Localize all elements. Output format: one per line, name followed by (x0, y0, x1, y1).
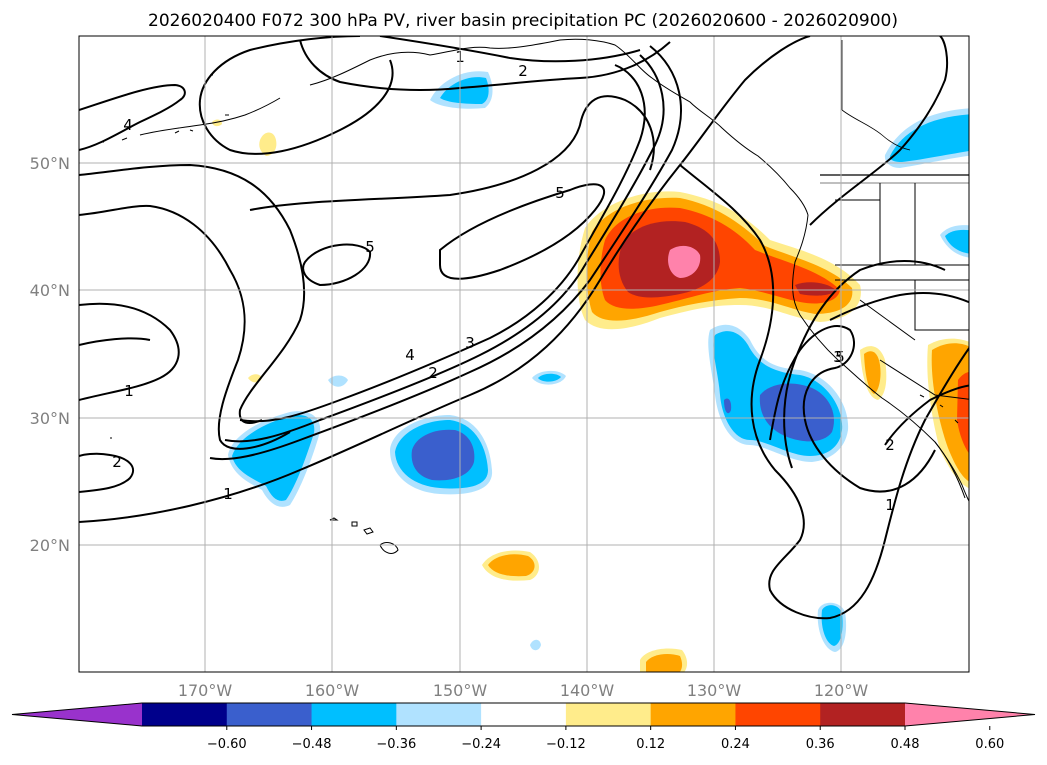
colorbar-swatch (311, 703, 397, 726)
pv-contour-3-jet (224, 54, 665, 443)
contour-label: 3 (833, 348, 843, 366)
colorbar-extend-low (12, 703, 142, 726)
lat-label: 20°N (30, 536, 70, 555)
pv-contour-2-north (199, 36, 641, 101)
lon-label: 150°W (433, 681, 488, 700)
precip-positive-aleutian (259, 132, 277, 156)
contour-label: 2 (885, 436, 895, 454)
lon-label: 170°W (178, 681, 233, 700)
colorbar: −0.60 −0.48 −0.36 −0.24 −0.12 0.12 0.24 0.36 0.4… (11, 702, 1036, 752)
lon-label: 140°W (560, 681, 615, 700)
colorbar-tick-label: 0.48 (891, 737, 920, 752)
pv-contour-1-east (679, 36, 811, 166)
pv-contour-5-loop (439, 183, 606, 280)
precip-positive-peak (668, 245, 701, 278)
map-area: 1 2 4 5 1 2 5 5 4 3 2 1 1 2 3 (79, 36, 969, 672)
lon-label: 120°W (814, 681, 869, 700)
precip-positive-south-2 (646, 654, 683, 672)
colorbar-tick-label: 0.24 (721, 737, 750, 752)
pv-contour-4-jet (239, 64, 646, 423)
precip-negative-east-4 (724, 398, 732, 414)
pv-contour-2-jet (209, 45, 682, 461)
lat-label: 50°N (30, 154, 70, 173)
precip-positive-california-3 (957, 371, 969, 454)
pv-contour-4-trough (79, 163, 306, 424)
precip-negative-interior-2 (945, 229, 969, 254)
contour-label: 2 (428, 364, 438, 382)
colorbar-tick-label: 0.60 (975, 737, 1004, 752)
contour-label: 2 (518, 62, 528, 80)
contour-label: 5 (365, 238, 375, 256)
colorbar-tick-label: 0.12 (636, 737, 665, 752)
colorbar-swatch (650, 703, 736, 726)
map-frame (78, 35, 970, 673)
pv-contour-1-far-east (829, 292, 969, 321)
precip-positive-sierra-2 (864, 351, 881, 394)
pv-contour-1-east-long (679, 164, 969, 620)
colorbar-tick-label: −0.12 (546, 737, 586, 752)
colorbar-tick-label: −0.48 (292, 737, 332, 752)
precip-negative-west-2 (232, 414, 315, 501)
pv-contours (79, 36, 969, 620)
lat-label: 40°N (30, 281, 70, 300)
contour-label: 1 (223, 485, 233, 503)
colorbar-swatch (820, 703, 906, 726)
gridlines (79, 36, 969, 672)
latitude-labels: 50°N 40°N 30°N 20°N (30, 154, 70, 555)
pv-contour-4-nw (79, 83, 186, 151)
precip-negative-central-3 (411, 429, 475, 481)
precip-negative-small-4 (530, 639, 541, 651)
pv-contour-5-main (79, 204, 291, 450)
pv-contour-2-south (79, 452, 135, 493)
lon-label: 160°W (305, 681, 360, 700)
contour-label: 1 (124, 382, 134, 400)
colorbar-extend-high (905, 703, 1035, 726)
colorbar-tick-label: −0.36 (376, 737, 416, 752)
contour-label: 5 (555, 184, 565, 202)
precip-negative-small-2 (328, 375, 348, 387)
colorbar-tick-label: −0.24 (461, 737, 501, 752)
precip-positive-coast (795, 282, 836, 296)
pv-contour-1-west (79, 302, 180, 401)
colorbar-swatch (481, 703, 567, 726)
colorbar-swatch (226, 703, 313, 726)
contour-label: 3 (465, 334, 475, 352)
coastlines (100, 38, 969, 503)
contour-label: 1 (885, 496, 895, 514)
colorbar-tick-label: 0.36 (806, 737, 835, 752)
pv-contour-4-loop (249, 95, 655, 211)
pv-contour-1-south (79, 164, 681, 523)
pv-contour-2-north-loop (198, 59, 394, 155)
colorbar-swatch (396, 703, 482, 726)
colorbar-swatch (142, 703, 228, 726)
lon-label: 130°W (687, 681, 742, 700)
colorbar-tick-label: −0.60 (207, 737, 247, 752)
pv-contour-5-west (302, 243, 372, 287)
contour-label: 2 (112, 453, 122, 471)
pv-contour-2-east (783, 260, 946, 469)
precip-positive-california-2 (931, 343, 969, 482)
colorbar-outline (11, 702, 1036, 727)
precip-negative-small-1b (538, 373, 561, 382)
pv-contour-1-west-2 (79, 337, 151, 346)
contour-label: 4 (405, 346, 415, 364)
lat-label: 30°N (30, 409, 70, 428)
precip-negative-gulf-alaska-2 (440, 77, 489, 104)
precip-positive-dot-2 (212, 119, 222, 127)
precip-positive-hawaii-ne-2 (488, 554, 535, 577)
colorbar-swatch (735, 703, 821, 726)
colorbar-swatch (565, 703, 652, 726)
pv-contour-2-tail (884, 384, 969, 446)
figure-title: 2026020400 F072 300 hPa PV, river basin … (148, 11, 898, 31)
contour-label: 5 (835, 348, 845, 366)
pv-contour-2-interior (809, 36, 949, 226)
contour-label: 4 (123, 116, 133, 134)
longitude-labels: 170°W 160°W 150°W 140°W 130°W 120°W (178, 681, 869, 700)
